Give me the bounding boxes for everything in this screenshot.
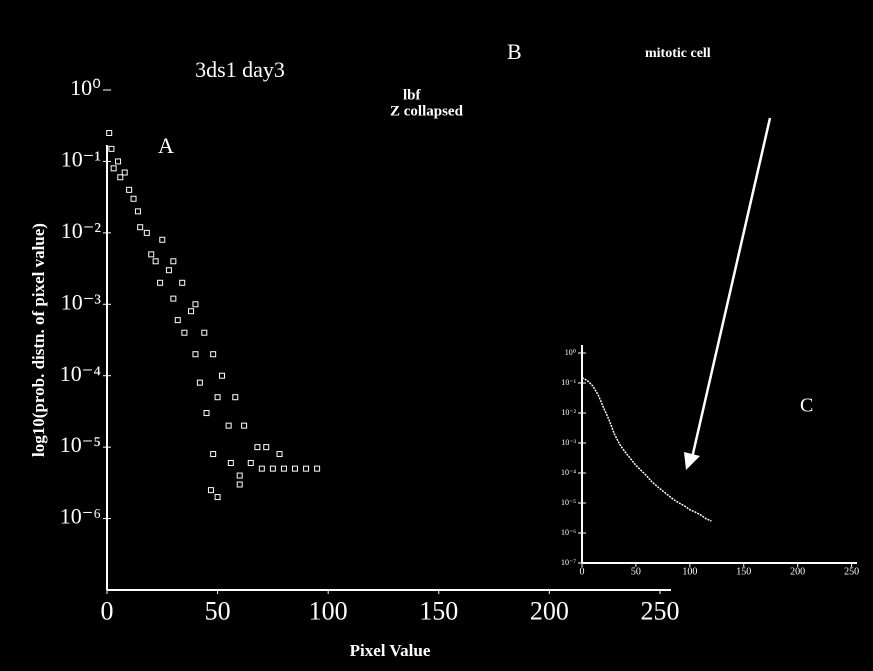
x-tick-label: 250	[844, 566, 859, 577]
y-tick-label: 10⁻²	[561, 408, 576, 417]
point	[181, 329, 188, 336]
point	[263, 444, 270, 451]
point	[227, 459, 234, 466]
x-tick-label: 100	[682, 566, 697, 577]
y-tick-label: 10⁰	[70, 75, 101, 100]
x-axis-label: Pixel Value	[350, 641, 431, 660]
point	[207, 487, 214, 494]
x-tick-label: 200	[790, 566, 805, 577]
x-tick-label: 50	[205, 596, 231, 625]
point	[210, 451, 217, 458]
x-tick-label: 0	[580, 566, 585, 577]
point	[110, 165, 117, 172]
y-tick-label: 10⁻¹	[61, 146, 101, 171]
annotation: lbf	[403, 87, 422, 103]
point	[219, 372, 226, 379]
point	[137, 224, 144, 231]
point	[192, 351, 199, 358]
point	[241, 422, 248, 429]
x-tick-label: 150	[736, 566, 751, 577]
y-tick-label: 10⁻³	[61, 289, 102, 314]
point	[192, 301, 199, 308]
y-tick-label: 10⁻³	[561, 438, 576, 447]
y-tick-label: 10⁻¹	[561, 378, 576, 387]
point	[126, 186, 133, 193]
point	[134, 208, 141, 215]
point	[236, 481, 243, 488]
point	[117, 174, 124, 181]
point	[203, 410, 210, 417]
point	[159, 236, 166, 243]
point	[143, 229, 150, 236]
annotation: A	[158, 133, 174, 158]
point	[170, 295, 177, 302]
y-tick-label: 10⁻⁵	[561, 498, 576, 507]
annotation: Z collapsed	[390, 103, 464, 119]
y-tick-label: 10⁻⁷	[561, 558, 576, 567]
point	[170, 258, 177, 265]
y-tick-label: 10⁻⁴	[60, 361, 102, 386]
point	[152, 258, 159, 265]
point	[165, 267, 172, 274]
point	[108, 145, 115, 152]
point	[121, 169, 128, 176]
x-tick-label: 200	[530, 596, 569, 625]
y-tick-label: 10⁻⁶	[60, 504, 101, 529]
chart-title: 3ds1 day3	[195, 57, 285, 82]
x-tick-label: 150	[419, 596, 458, 625]
x-tick-label: 0	[101, 596, 114, 625]
point	[157, 279, 164, 286]
point	[130, 195, 137, 202]
point	[179, 279, 186, 286]
annotation: C	[800, 395, 813, 417]
point	[232, 394, 239, 401]
line	[581, 377, 712, 522]
y-tick-label: 10⁻²	[61, 218, 102, 243]
point	[254, 444, 261, 451]
point	[303, 465, 310, 472]
point	[276, 451, 283, 458]
y-axis-label: log10(prob. distn. of pixel value)	[29, 223, 48, 457]
point	[174, 317, 181, 324]
point	[148, 251, 155, 258]
y-tick-label: 10⁻⁵	[60, 432, 101, 457]
point	[247, 459, 254, 466]
point	[201, 329, 208, 336]
point	[280, 465, 287, 472]
point	[214, 494, 221, 501]
annotation: B	[507, 39, 522, 64]
arrow	[690, 117, 772, 459]
point	[210, 351, 217, 358]
point	[196, 379, 203, 386]
point	[292, 465, 298, 472]
y-tick-label: 10⁻⁴	[561, 468, 576, 477]
x-tick-label: 50	[631, 566, 641, 577]
arrow-head	[684, 452, 700, 470]
x-tick-label: 250	[640, 596, 679, 625]
point	[188, 308, 195, 315]
point	[258, 465, 265, 472]
x-tick-label: 100	[309, 596, 348, 625]
point	[225, 422, 232, 429]
point	[236, 472, 243, 479]
point	[214, 394, 221, 401]
point	[314, 465, 321, 472]
point	[269, 465, 276, 472]
point	[115, 158, 122, 165]
annotation: mitotic cell	[645, 46, 711, 61]
point	[106, 130, 113, 137]
y-tick-label: 10⁻⁶	[561, 528, 576, 537]
y-tick-label: 10⁰	[565, 348, 576, 357]
